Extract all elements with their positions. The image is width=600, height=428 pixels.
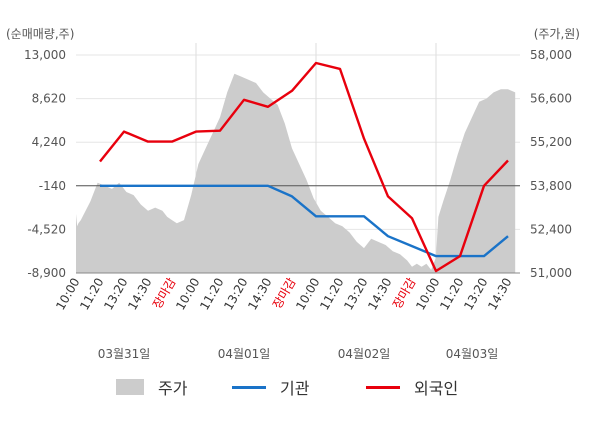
right-tick-label: 58,000 [530, 48, 572, 62]
legend-swatch-foreign [366, 385, 400, 389]
right-tick-label: 55,200 [530, 135, 572, 149]
x-tick-label: 14:30 [125, 276, 154, 313]
right-tick-label: 52,400 [530, 222, 572, 236]
price-area [76, 73, 516, 273]
x-tick-label: 14:30 [245, 276, 274, 313]
legend-item-foreign: 외국인 [366, 372, 458, 402]
legend: 주가 기관 외국인 [0, 372, 600, 402]
left-tick-label: 4,240 [32, 135, 66, 149]
left-tick-label: 8,620 [32, 92, 66, 106]
legend-item-institution: 기관 [232, 372, 309, 402]
right-axis-unit: (주가,원) [534, 27, 580, 41]
date-label: 04월02일 [338, 347, 391, 361]
date-label: 03월31일 [98, 347, 151, 361]
left-tick-label: -4,520 [27, 222, 66, 236]
x-tick-label: 14:30 [365, 276, 394, 313]
right-tick-label: 51,000 [530, 266, 572, 280]
date-label: 04월03일 [446, 347, 499, 361]
legend-label-foreign: 외국인 [414, 379, 459, 398]
series-line-layer [99, 61, 509, 273]
legend-item-price: 주가 [116, 372, 187, 402]
right-tick-label: 53,800 [530, 179, 572, 193]
left-tick-label: -140 [39, 179, 66, 193]
foreign-line [99, 61, 509, 273]
left-tick-label: 13,000 [24, 48, 66, 62]
right-tick-label: 56,600 [530, 92, 572, 106]
left-tick-label: -8,900 [27, 266, 66, 280]
chart: (순매매량,주) (주가,원) 13,000 58,000 8,620 56,600 4… [6, 27, 580, 361]
legend-swatch-institution [232, 385, 266, 389]
date-label: 04월01일 [218, 347, 271, 361]
x-tick-label: 14:30 [485, 276, 514, 313]
institution-line [100, 184, 509, 258]
legend-label-price: 주가 [158, 379, 188, 398]
legend-label-institution: 기관 [280, 379, 310, 398]
legend-swatch-price [116, 379, 144, 395]
price-area-layer [76, 73, 516, 273]
left-axis-unit: (순매매량,주) [6, 27, 74, 41]
